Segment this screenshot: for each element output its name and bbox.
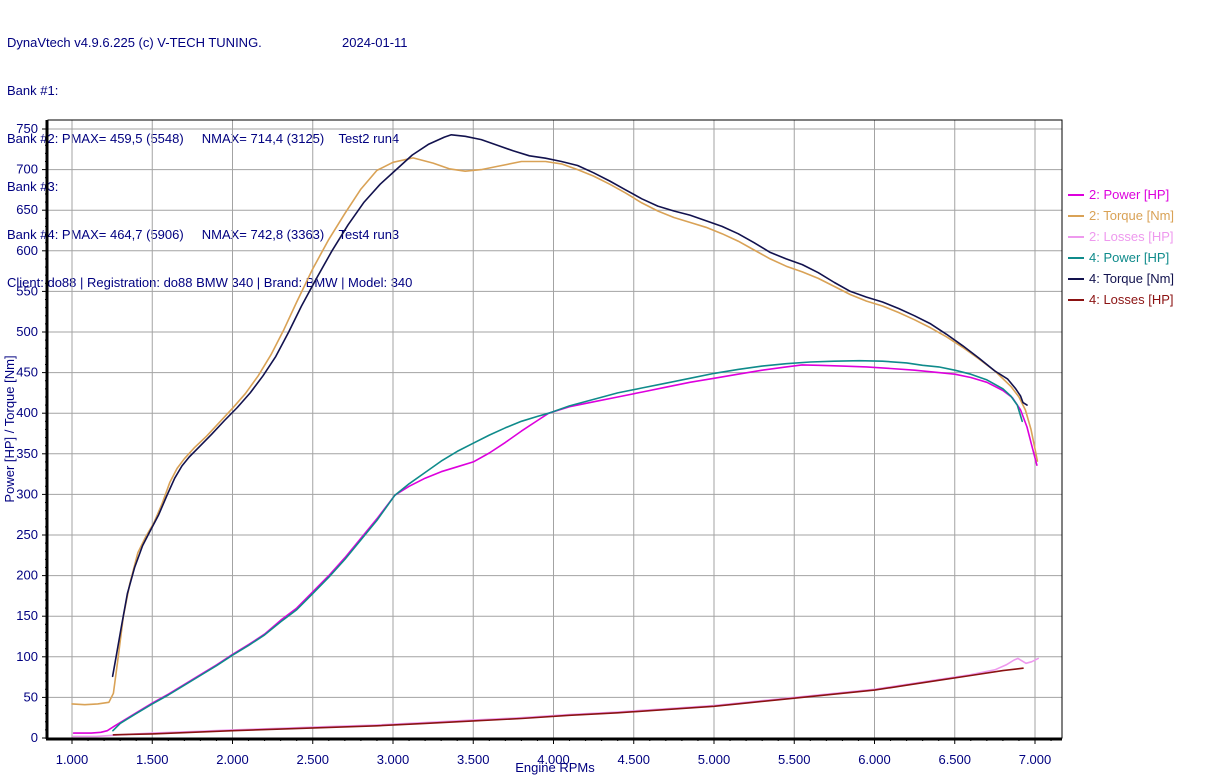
- series-4-torque-nm-: [111, 134, 1028, 678]
- x-tick-label: 3.000: [377, 752, 410, 767]
- chart-legend: 2: Power [HP] 2: Torque [Nm] 2: Losses [HP…: [1068, 184, 1174, 310]
- grid-lines: [48, 120, 1062, 738]
- legend-item-4-losses-hp-: 4: Losses [HP]: [1068, 289, 1174, 310]
- x-tick-label: 2.500: [296, 752, 329, 767]
- report-date: 2024-01-11: [342, 35, 408, 50]
- y-tick-label: 400: [16, 405, 38, 420]
- legend-label: 4: Power [HP]: [1089, 250, 1170, 265]
- x-tick-label: 4.500: [617, 752, 650, 767]
- y-axis-title: Power [HP] / Torque [Nm]: [2, 355, 17, 502]
- x-tick-label: 3.500: [457, 752, 490, 767]
- series-4-losses-hp-: [112, 667, 1024, 736]
- legend-label: 2: Torque [Nm]: [1089, 208, 1175, 223]
- x-tick-label: 5.500: [778, 752, 811, 767]
- legend-item-2-torque-nm-: 2: Torque [Nm]: [1068, 205, 1174, 226]
- y-tick-label: 600: [16, 243, 38, 258]
- legend-swatch: [1068, 277, 1084, 280]
- legend-swatch: [1068, 235, 1084, 238]
- x-tick-label: 7.000: [1019, 752, 1052, 767]
- x-tick-label: 6.000: [858, 752, 891, 767]
- x-tick-label: 5.000: [698, 752, 731, 767]
- legend-label: 2: Power [HP]: [1089, 187, 1170, 202]
- legend-item-2-power-hp-: 2: Power [HP]: [1068, 184, 1174, 205]
- x-tick-label: 2.000: [216, 752, 249, 767]
- legend-item-2-losses-hp-: 2: Losses [HP]: [1068, 226, 1174, 247]
- y-tick-label: 150: [16, 608, 38, 623]
- series-curves: [71, 134, 1039, 738]
- client-info-line: Client: do88 | Registration: do88 BMW 34…: [7, 275, 413, 290]
- legend-label: 4: Torque [Nm]: [1089, 271, 1175, 286]
- x-axis-title: Engine RPMs: [515, 760, 595, 775]
- y-tick-label: 300: [16, 486, 38, 501]
- bank2-results-line: Bank #2: PMAX= 459,5 (5548) NMAX= 714,4 …: [7, 131, 400, 146]
- x-tick-label: 1.000: [56, 752, 89, 767]
- y-tick-label: 700: [16, 162, 38, 177]
- series-2-power-hp-: [72, 364, 1038, 734]
- y-tick-label: 0: [31, 730, 38, 745]
- legend-swatch: [1068, 298, 1084, 301]
- y-tick-label: 550: [16, 283, 38, 298]
- y-tick-label: 100: [16, 649, 38, 664]
- program-title-line: DynaVtech v4.9.6.225 (c) V-TECH TUNING. 2…: [7, 35, 412, 51]
- y-tick-label: 450: [16, 365, 38, 380]
- y-tick-label: 200: [16, 568, 38, 583]
- axis-ticks: [42, 128, 1052, 744]
- legend-item-4-power-hp-: 4: Power [HP]: [1068, 247, 1174, 268]
- legend-swatch: [1068, 214, 1084, 217]
- bank1-line: Bank #1:: [7, 83, 59, 98]
- legend-label: 4: Losses [HP]: [1089, 292, 1174, 307]
- x-tick-label: 6.500: [938, 752, 971, 767]
- y-tick-label: 500: [16, 324, 38, 339]
- series-2-torque-nm-: [71, 157, 1039, 706]
- legend-swatch: [1068, 193, 1084, 196]
- y-tick-label: 650: [16, 202, 38, 217]
- y-tick-label: 750: [16, 121, 38, 136]
- y-tick-label: 350: [16, 446, 38, 461]
- legend-item-4-torque-nm-: 4: Torque [Nm]: [1068, 268, 1174, 289]
- plot-border: [45, 119, 1063, 741]
- x-tick-label: 1.500: [136, 752, 169, 767]
- legend-swatch: [1068, 256, 1084, 259]
- x-tick-label: 4.000: [537, 752, 570, 767]
- axis-tick-labels: 1.000 1.500 2.000 2.500 3.000 3.500 4.000 4.500…: [16, 121, 1051, 767]
- report-header: DynaVtech v4.9.6.225 (c) V-TECH TUNING. 2…: [7, 3, 412, 323]
- series-4-power-hp-: [112, 359, 1024, 732]
- legend-label: 2: Losses [HP]: [1089, 229, 1174, 244]
- program-title: DynaVtech v4.9.6.225 (c) V-TECH TUNING.: [7, 35, 262, 50]
- y-tick-label: 50: [24, 689, 38, 704]
- bank4-results-line: Bank #4: PMAX= 464,7 (5906) NMAX= 742,8 …: [7, 227, 400, 242]
- y-tick-label: 250: [16, 527, 38, 542]
- bank3-line: Bank #3:: [7, 179, 59, 194]
